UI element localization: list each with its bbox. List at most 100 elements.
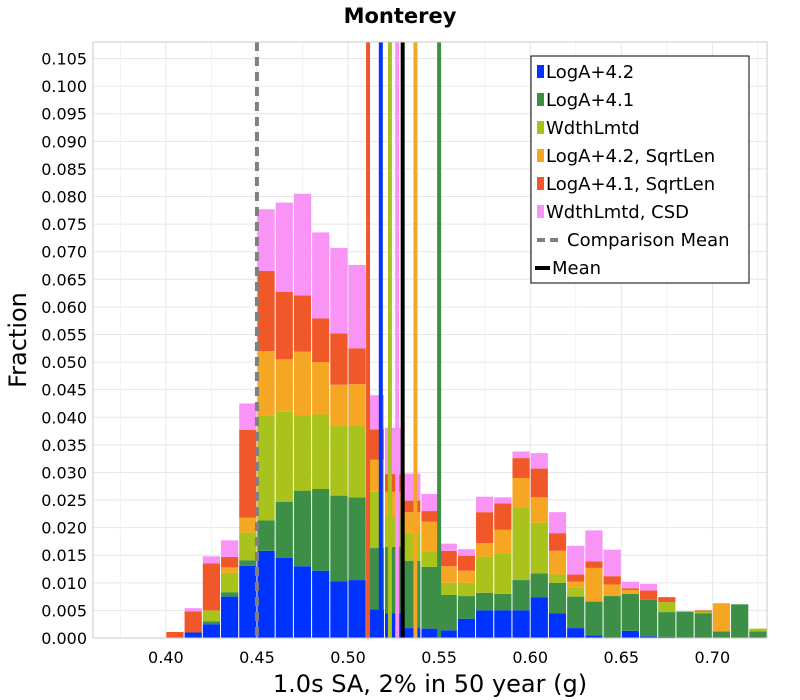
y-tick-label: 0.105 xyxy=(41,50,87,69)
bar-segment xyxy=(257,351,275,416)
bar-segment xyxy=(439,543,457,551)
legend-label: Mean xyxy=(552,258,601,279)
bar-segment xyxy=(403,560,421,629)
y-tick-label: 0.030 xyxy=(41,463,87,482)
y-tick-label: 0.060 xyxy=(41,298,87,317)
bar-segment xyxy=(585,601,603,636)
bar-segment xyxy=(421,566,439,629)
bar-segment xyxy=(530,497,548,523)
bar-segment xyxy=(312,489,330,571)
bar-segment xyxy=(439,582,457,595)
bar-segment xyxy=(567,545,585,575)
bar-segment xyxy=(658,636,676,638)
bar-segment xyxy=(567,574,585,582)
bar-segment xyxy=(639,599,658,637)
bar-segment xyxy=(275,291,293,360)
y-tick-label: 0.040 xyxy=(41,408,87,427)
chart-title: Monterey xyxy=(344,4,457,28)
bar-segment xyxy=(476,543,494,557)
bar-segment xyxy=(257,209,275,272)
x-tick-label: 0.70 xyxy=(695,648,731,667)
y-tick-label: 0.035 xyxy=(41,436,87,455)
bar-segment xyxy=(239,565,257,638)
bar-segment xyxy=(548,582,567,614)
bar-segment xyxy=(221,596,239,638)
bar-segment xyxy=(202,563,221,611)
bar-segment xyxy=(293,566,312,638)
y-tick-label: 0.025 xyxy=(41,491,87,510)
bar-segment xyxy=(293,415,312,491)
y-tick-label: 0.090 xyxy=(41,132,87,151)
bar-segment xyxy=(221,556,239,568)
y-tick-label: 0.050 xyxy=(41,353,87,372)
bar-segment xyxy=(548,574,567,583)
bar-segment xyxy=(257,550,275,638)
bar-segment xyxy=(512,507,530,581)
bar-segment xyxy=(330,426,348,496)
bar-segment xyxy=(494,610,512,638)
bar-segment xyxy=(221,540,239,557)
legend-label: LogA+4.1 xyxy=(546,90,634,111)
x-tick-label: 0.60 xyxy=(512,648,548,667)
x-axis-ticks: 0.40 0.45 0.50 0.55 0.60 0.65 0.70 xyxy=(148,648,730,667)
bar-segment xyxy=(621,593,639,631)
bar-segment xyxy=(348,425,366,498)
bar-segment xyxy=(239,532,257,561)
bar-segment xyxy=(330,247,348,334)
bar-segment xyxy=(330,384,348,427)
bar-segment xyxy=(621,581,639,589)
bar-segment xyxy=(749,631,767,638)
bar-segment xyxy=(712,603,731,632)
legend-swatch xyxy=(537,177,544,190)
bar-segment xyxy=(439,594,457,631)
x-axis-title: 1.0s SA, 2% in 50 year (g) xyxy=(273,670,587,698)
y-tick-label: 0.045 xyxy=(41,381,87,400)
bar-segment xyxy=(621,630,639,638)
bar-segment xyxy=(585,635,603,638)
y-tick-label: 0.100 xyxy=(41,77,87,96)
bar-segment xyxy=(221,572,239,593)
bar-segment xyxy=(384,613,403,638)
bar-segment xyxy=(166,631,184,638)
bar-segment xyxy=(530,573,548,598)
bar-segment xyxy=(658,602,676,613)
bar-segment xyxy=(494,593,512,611)
bar-segment xyxy=(512,451,530,459)
bar-segment xyxy=(312,232,330,319)
bar-segment xyxy=(384,546,403,614)
bar-segment xyxy=(293,295,312,352)
bar-segment xyxy=(202,610,221,622)
bar-segment xyxy=(567,628,585,638)
bar-segment xyxy=(548,613,567,638)
legend-label: LogA+4.1, SqrtLen xyxy=(546,174,715,195)
bar-segment xyxy=(585,561,603,568)
bar-segment xyxy=(567,587,585,597)
y-tick-label: 0.000 xyxy=(41,629,87,648)
bar-segment xyxy=(421,551,439,567)
bar-segment xyxy=(330,333,348,385)
bar-segment xyxy=(312,362,330,415)
bar-segment xyxy=(494,497,512,504)
bar-segment xyxy=(275,557,293,638)
bar-segment xyxy=(512,610,530,638)
bar-segment xyxy=(403,533,421,561)
bar-segment xyxy=(202,621,221,625)
bar-segment xyxy=(512,580,530,611)
bar-segment xyxy=(530,453,548,469)
bar-segment xyxy=(403,473,421,501)
bar-segment xyxy=(439,566,457,583)
bar-segment xyxy=(603,549,621,577)
legend-label: Comparison Mean xyxy=(567,230,730,251)
y-tick-label: 0.065 xyxy=(41,270,87,289)
bar-segment xyxy=(239,429,257,518)
bar-segment xyxy=(476,496,494,513)
y-tick-label: 0.075 xyxy=(41,215,87,234)
bar-segment xyxy=(421,511,439,522)
bar-segment xyxy=(221,567,239,573)
bar-segment xyxy=(348,497,366,581)
legend-swatch xyxy=(537,121,544,134)
legend-label: LogA+4.2, SqrtLen xyxy=(546,146,715,167)
bar-segment xyxy=(384,491,403,517)
bar-segment xyxy=(494,503,512,530)
